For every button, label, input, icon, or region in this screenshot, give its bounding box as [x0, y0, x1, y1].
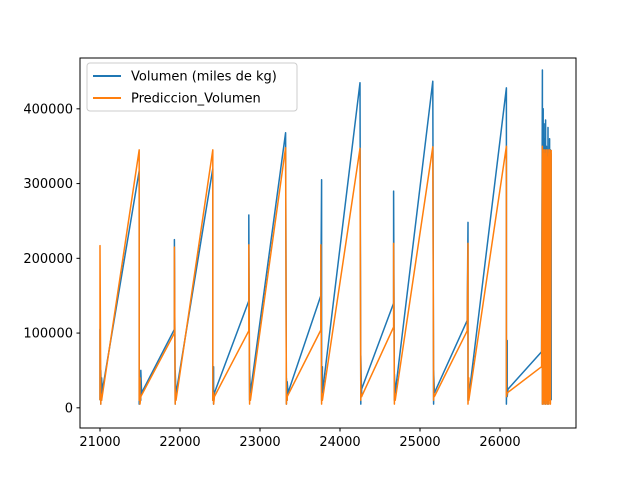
x-tick-label: 24000	[319, 435, 360, 450]
y-tick-label: 100000	[23, 327, 73, 342]
legend-label-volumen: Volumen (miles de kg)	[131, 70, 277, 85]
x-tick-label: 21000	[79, 435, 120, 450]
y-tick-label: 0	[65, 401, 73, 416]
legend: Volumen (miles de kg) Prediccion_Volumen	[86, 62, 298, 112]
y-tick-label: 200000	[23, 252, 73, 267]
x-tick-label: 25000	[399, 435, 440, 450]
x-tick-label: 23000	[239, 435, 280, 450]
y-tick-label: 400000	[23, 102, 73, 117]
y-tick-label: 300000	[23, 177, 73, 192]
x-axis: 21000 22000 23000 24000 25000 26000	[79, 428, 521, 450]
plot-frame	[79, 57, 577, 429]
series-line-1	[99, 145, 552, 405]
series-layer	[99, 69, 552, 405]
legend-box	[86, 62, 298, 112]
x-tick-label: 22000	[159, 435, 200, 450]
y-axis: 0 100000 200000 300000 400000	[23, 102, 80, 416]
legend-label-prediccion: Prediccion_Volumen	[131, 92, 261, 107]
x-tick-label: 26000	[479, 435, 520, 450]
